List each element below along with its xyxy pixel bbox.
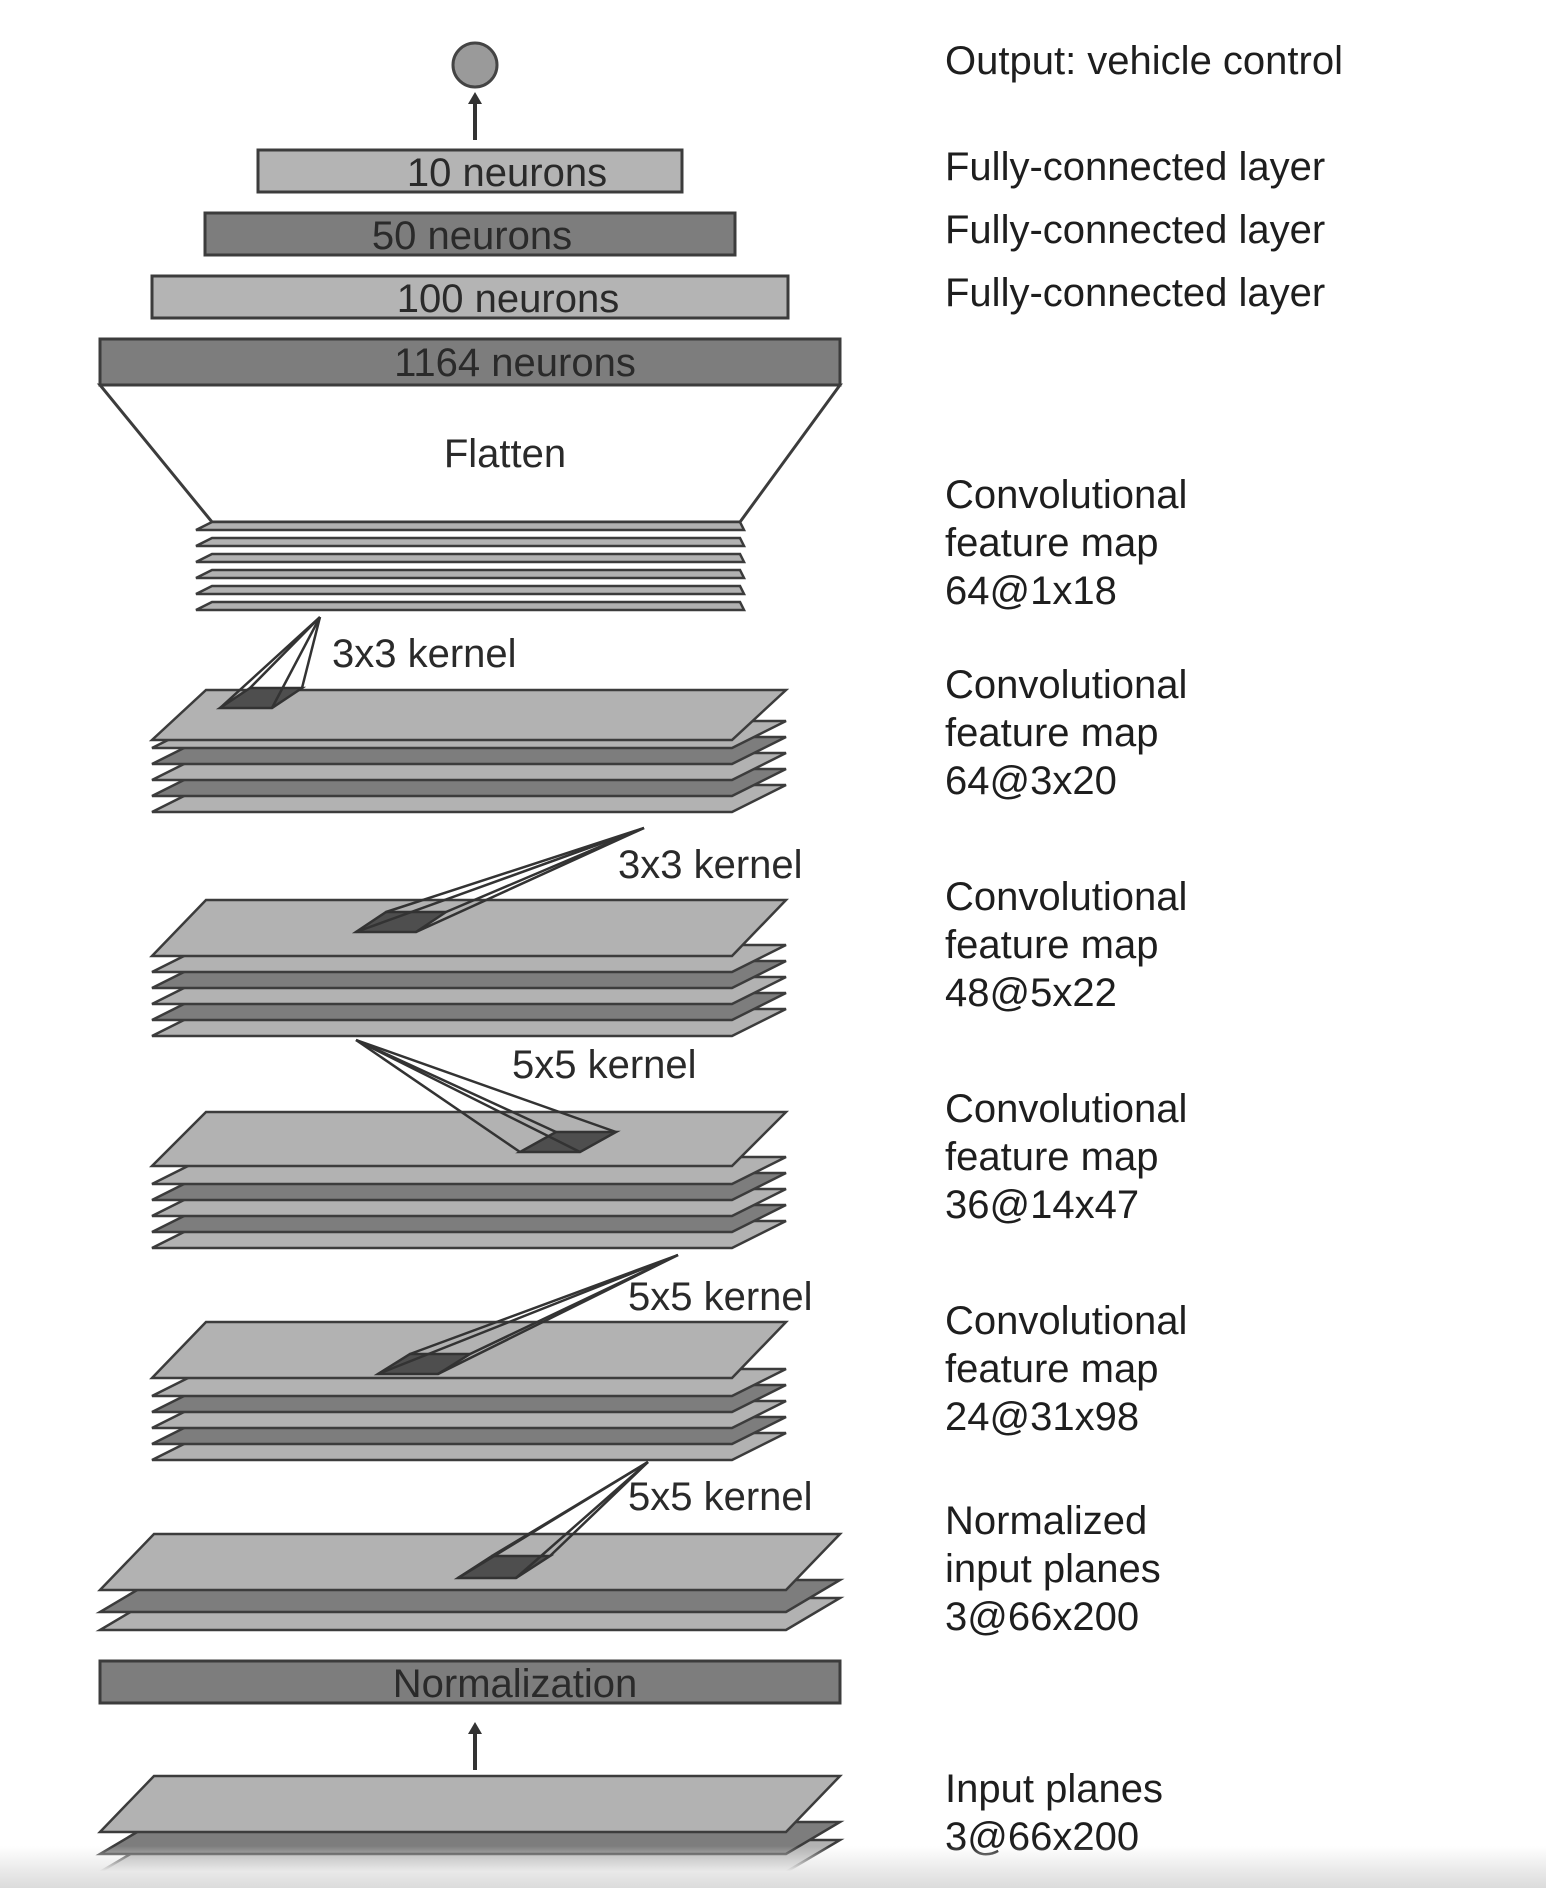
feature-map-64-1x18 — [196, 522, 744, 610]
svg-text:feature map: feature map — [945, 1135, 1158, 1179]
feature-map-label-4: Convolutional feature map 36@14x47 — [945, 1087, 1187, 1227]
fc-layer-10-label: 10 neurons — [407, 151, 607, 195]
fc-layer-50-description: Fully-connected layer — [945, 208, 1325, 252]
fc-layer-10-description: Fully-connected layer — [945, 145, 1325, 189]
svg-text:64@3x20: 64@3x20 — [945, 759, 1117, 803]
kernel-label-5: 5x5 kernel — [628, 1475, 813, 1519]
feature-map-label-3: Convolutional feature map 48@5x22 — [945, 875, 1187, 1015]
svg-text:64@1x18: 64@1x18 — [945, 569, 1117, 613]
svg-text:48@5x22: 48@5x22 — [945, 971, 1117, 1015]
kernel-label-2: 3x3 kernel — [618, 843, 803, 887]
kernel-label-4: 5x5 kernel — [628, 1275, 813, 1319]
normalized-planes-label: Normalized input planes 3@66x200 — [945, 1499, 1161, 1639]
svg-text:Convolutional: Convolutional — [945, 663, 1187, 707]
svg-text:Convolutional: Convolutional — [945, 473, 1187, 517]
feature-map-label-1: Convolutional feature map 64@1x18 — [945, 473, 1187, 613]
svg-text:Convolutional: Convolutional — [945, 1087, 1187, 1131]
feature-map-36-14x47 — [152, 1112, 786, 1248]
kernel-label-3: 5x5 kernel — [512, 1043, 697, 1087]
output-arrow-head — [468, 92, 482, 104]
svg-text:input planes: input planes — [945, 1547, 1161, 1591]
kernel-label-1: 3x3 kernel — [332, 632, 517, 676]
svg-text:feature map: feature map — [945, 711, 1158, 755]
output-label: Output: vehicle control — [945, 39, 1343, 83]
normalized-input-planes — [100, 1534, 840, 1630]
svg-text:36@14x47: 36@14x47 — [945, 1183, 1139, 1227]
svg-text:Normalized: Normalized — [945, 1499, 1147, 1543]
svg-text:24@31x98: 24@31x98 — [945, 1395, 1139, 1439]
svg-text:Convolutional: Convolutional — [945, 1299, 1187, 1343]
fc-layer-50-label: 50 neurons — [372, 214, 572, 258]
output-node — [453, 43, 497, 87]
svg-text:Input planes: Input planes — [945, 1767, 1163, 1811]
svg-text:feature map: feature map — [945, 521, 1158, 565]
fc-layer-100-label: 100 neurons — [397, 277, 619, 321]
feature-map-48-5x22 — [152, 900, 786, 1036]
svg-text:3@66x200: 3@66x200 — [945, 1595, 1139, 1639]
feature-map-label-5: Convolutional feature map 24@31x98 — [945, 1299, 1187, 1439]
svg-text:Convolutional: Convolutional — [945, 875, 1187, 919]
svg-text:feature map: feature map — [945, 1347, 1158, 1391]
normalization-label: Normalization — [393, 1662, 638, 1706]
feature-map-label-2: Convolutional feature map 64@3x20 — [945, 663, 1187, 803]
bottom-fade-overlay — [0, 1846, 1546, 1888]
flatten-label: Flatten — [444, 432, 566, 476]
fc-layer-100-description: Fully-connected layer — [945, 271, 1325, 315]
fc-layer-1164-label: 1164 neurons — [394, 341, 636, 385]
input-arrow-head — [468, 1722, 482, 1734]
svg-text:feature map: feature map — [945, 923, 1158, 967]
feature-map-24-31x98 — [152, 1322, 786, 1460]
